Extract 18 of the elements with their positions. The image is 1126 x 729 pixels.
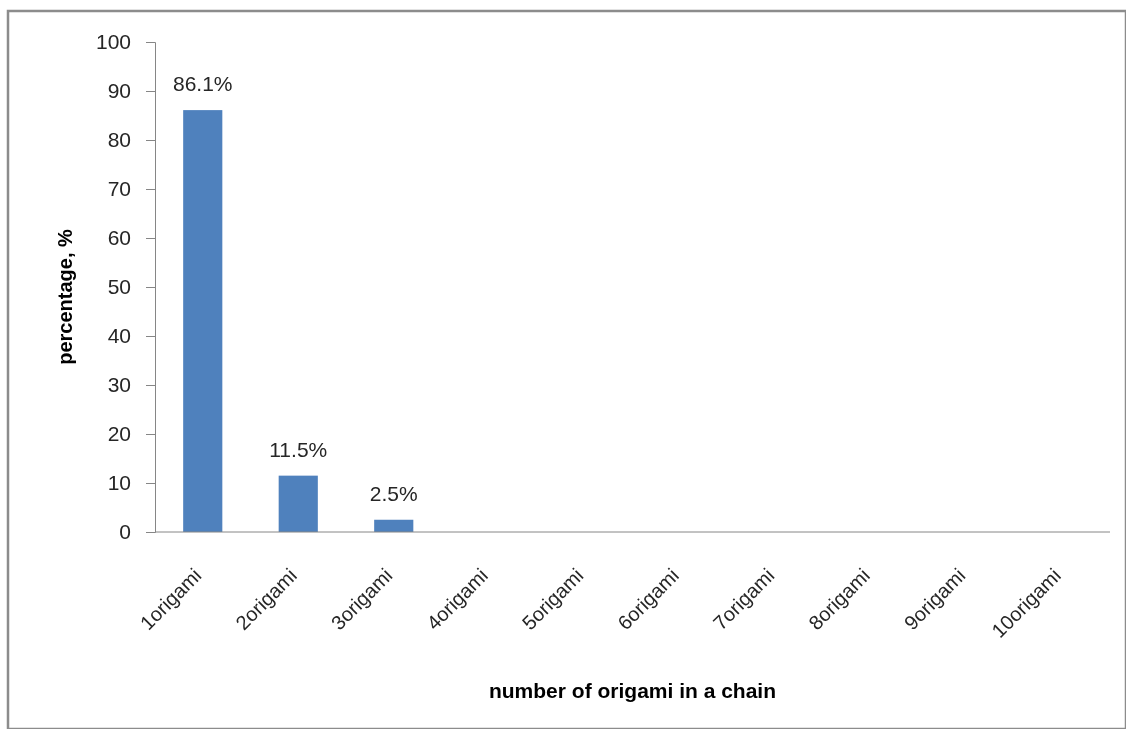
y-tick-label: 0: [119, 520, 131, 544]
y-tick-label: 10: [107, 471, 131, 495]
y-tick-label: 80: [107, 128, 131, 152]
y-tick-label: 30: [107, 373, 131, 397]
data-label: 86.1%: [172, 72, 233, 96]
data-label: 11.5%: [269, 437, 328, 461]
y-tick-label: 90: [107, 79, 131, 103]
y-tick-label: 100: [95, 30, 131, 54]
x-axis-title: number of origami in a chain: [488, 679, 777, 702]
y-tick-label: 70: [107, 177, 131, 201]
y-tick-label: 40: [107, 324, 131, 348]
y-tick-label: 50: [107, 275, 131, 299]
y-tick-label: 60: [107, 226, 131, 250]
y-tick-label: 20: [107, 422, 131, 446]
bar: [183, 110, 223, 532]
data-label: 2.5%: [369, 481, 418, 505]
bar: [278, 475, 318, 532]
y-axis-title: percentage, %: [54, 228, 76, 365]
